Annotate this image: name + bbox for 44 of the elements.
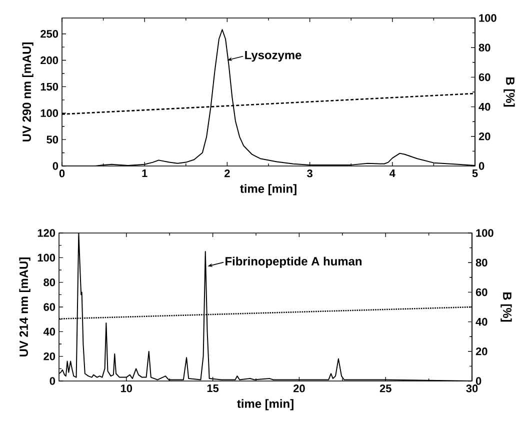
- y-tick-label: 60: [44, 303, 56, 311]
- y2-axis-title: B [%]: [504, 78, 515, 107]
- x-tick-label: 3: [307, 170, 312, 178]
- x-tick-label: 30: [466, 384, 478, 392]
- y2-tick-label: 100: [476, 229, 494, 237]
- y2-tick-label: 80: [476, 258, 488, 266]
- x-tick-label: 2: [224, 170, 230, 178]
- y2-tick-label: 20: [476, 348, 488, 356]
- x-tick-label: 4: [390, 170, 396, 178]
- y-tick-label: 100: [38, 254, 56, 262]
- y-axis-title: UV 290 nm [mAU]: [22, 42, 34, 142]
- y2-tick-label: 40: [476, 318, 488, 326]
- x-axis-title: time [min]: [240, 184, 296, 196]
- x-tick-label: 5: [472, 170, 478, 178]
- y-tick-label: 150: [40, 82, 58, 91]
- y2-tick-label: 0: [476, 377, 482, 385]
- y-tick-label: 40: [43, 328, 56, 336]
- annotation: Lysozyme: [245, 50, 302, 62]
- y2-tick-label: 60: [478, 73, 490, 82]
- y2-tick-label: 100: [479, 14, 496, 22]
- y2-tick-label: 0: [478, 162, 484, 170]
- y-tick-label: 20: [44, 352, 56, 360]
- x-tick-label: 25: [380, 384, 392, 392]
- x-axis-title: time [min]: [237, 399, 294, 410]
- y2-tick-label: 40: [478, 102, 490, 111]
- y-tick-label: 120: [38, 229, 56, 237]
- y-tick-label: 50: [46, 136, 58, 144]
- y-tick-label: 100: [40, 109, 58, 118]
- x-tick-label: 15: [207, 384, 219, 392]
- y-tick-label: 200: [40, 56, 58, 64]
- annotation: Fibrinopeptide A human: [226, 256, 362, 268]
- y-axis-title: UV 214 nm [mAU]: [19, 258, 30, 356]
- x-tick-label: 20: [293, 384, 305, 392]
- y-tick-label: 0: [52, 162, 58, 170]
- x-tick-label: 10: [120, 384, 132, 392]
- y2-tick-label: 20: [478, 132, 490, 140]
- x-tick-label: 1: [142, 170, 148, 178]
- y-tick-label: 0: [50, 377, 56, 385]
- y2-tick-label: 80: [478, 44, 490, 52]
- y-tick-label: 250: [40, 30, 58, 38]
- y2-tick-label: 60: [476, 288, 488, 296]
- y-tick-label: 80: [44, 278, 56, 286]
- y2-axis-title: B [%]: [500, 292, 512, 322]
- x-tick-label: 0: [59, 170, 65, 178]
